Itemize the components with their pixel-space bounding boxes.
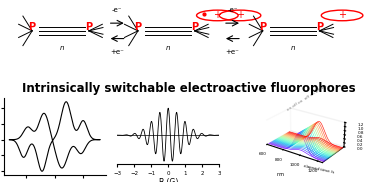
X-axis label: nm: nm: [276, 172, 285, 177]
Text: elapsed time /s: elapsed time /s: [303, 165, 334, 175]
Text: +e⁻: +e⁻: [226, 49, 239, 55]
Text: -e⁻: -e⁻: [112, 7, 122, 13]
Text: +: +: [338, 10, 346, 20]
Text: P: P: [191, 22, 198, 32]
Text: P: P: [85, 22, 92, 32]
Text: +e⁻: +e⁻: [110, 49, 124, 55]
Text: +: +: [213, 10, 222, 20]
Text: P: P: [259, 22, 266, 32]
Text: P: P: [135, 22, 141, 32]
Text: n: n: [60, 45, 65, 51]
Text: n: n: [291, 45, 295, 51]
Text: on off on  off on off on: on off on off on off on: [287, 84, 328, 112]
Text: P: P: [29, 22, 36, 32]
Text: Intrinsically switchable electroactive fluorophores: Intrinsically switchable electroactive f…: [22, 82, 356, 95]
Text: -e⁻: -e⁻: [227, 7, 238, 13]
Text: +: +: [236, 10, 244, 20]
Text: P: P: [316, 22, 323, 32]
Text: n: n: [166, 45, 170, 51]
X-axis label: B (G): B (G): [158, 178, 178, 182]
